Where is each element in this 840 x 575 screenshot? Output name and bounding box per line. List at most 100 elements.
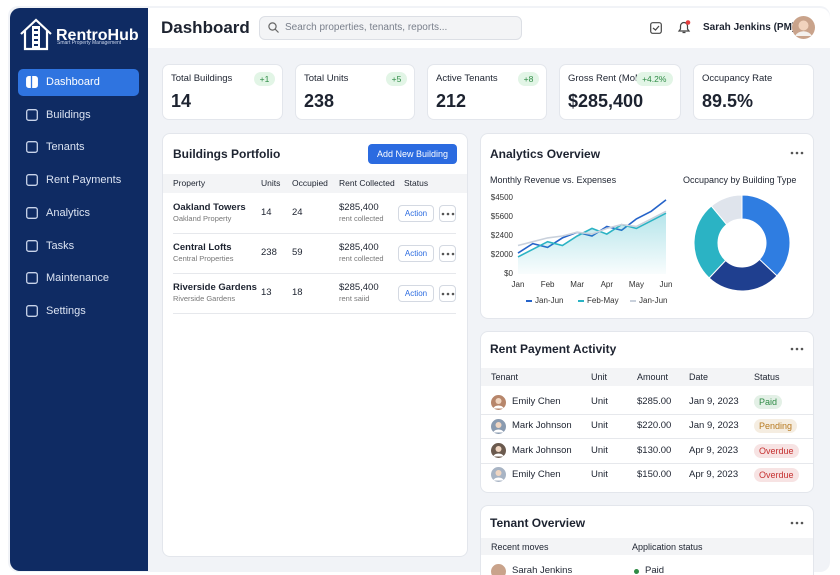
building-sub: Riverside Gardens bbox=[173, 294, 236, 303]
column-header: Status bbox=[754, 372, 780, 382]
more-dot bbox=[795, 521, 799, 525]
tenant-avatar bbox=[491, 563, 506, 575]
table-header bbox=[481, 368, 813, 386]
unit: Unit bbox=[591, 420, 608, 432]
add-building-button[interactable] bbox=[368, 144, 457, 164]
logo-window bbox=[34, 29, 38, 31]
x-tick-label: May bbox=[629, 280, 644, 289]
search-icon bbox=[268, 22, 279, 33]
column-header: Property bbox=[173, 178, 206, 188]
stat-delta: +5 bbox=[391, 74, 402, 84]
action-button[interactable] bbox=[398, 205, 434, 222]
stat-delta: +4.2% bbox=[642, 74, 667, 84]
chart-title: Monthly Revenue vs. Expenses bbox=[490, 175, 617, 185]
series-line bbox=[517, 210, 667, 247]
nav-item[interactable]: Analytics bbox=[46, 206, 91, 219]
tenant-name: Emily Chen bbox=[512, 396, 561, 407]
series-area bbox=[518, 213, 666, 274]
tenant-name: Mark Johnson bbox=[512, 444, 572, 456]
panel-title: Analytics Overview bbox=[490, 147, 601, 161]
status-pill: Overdue bbox=[754, 467, 799, 482]
avatar-body bbox=[493, 429, 504, 433]
bell-icon[interactable] bbox=[677, 20, 691, 34]
building-name: Riverside Gardens bbox=[173, 282, 257, 293]
nav-item[interactable]: Tenants bbox=[46, 141, 85, 154]
nav-item[interactable]: Maintenance bbox=[46, 272, 109, 285]
nav-item[interactable]: Tasks bbox=[46, 239, 75, 252]
occupied: 18 bbox=[292, 287, 303, 298]
action-button[interactable] bbox=[398, 245, 434, 262]
nav-icon bbox=[26, 141, 38, 154]
brand-tagline: Smart Property Management bbox=[57, 40, 122, 46]
avatar-body bbox=[493, 453, 504, 457]
more-dot bbox=[451, 292, 455, 296]
nav-item[interactable]: Buildings bbox=[46, 108, 91, 121]
more-button[interactable] bbox=[790, 150, 804, 156]
page-title: Dashboard bbox=[161, 18, 250, 37]
stat-delta: +8 bbox=[523, 74, 534, 84]
action-label[interactable]: Action bbox=[404, 208, 428, 218]
stat-value: $285,400 bbox=[568, 91, 644, 111]
more-button[interactable] bbox=[790, 346, 804, 352]
rent-note: rent saiid bbox=[339, 294, 370, 303]
row-divider bbox=[173, 273, 456, 274]
more-dot bbox=[790, 151, 794, 155]
more-dot bbox=[441, 252, 445, 256]
search-box[interactable] bbox=[259, 16, 522, 40]
y-tick-label: $4500 bbox=[491, 193, 514, 202]
stat-label: Occupancy Rate bbox=[702, 73, 773, 84]
payments-panel bbox=[480, 331, 814, 493]
units: 14 bbox=[261, 207, 272, 218]
more-dot bbox=[441, 212, 445, 216]
status-dot bbox=[634, 568, 639, 574]
inbox-icon[interactable] bbox=[650, 22, 662, 34]
more-dot bbox=[451, 212, 455, 216]
logo-window bbox=[34, 34, 38, 36]
column-header: Date bbox=[689, 372, 709, 382]
more-button[interactable] bbox=[441, 211, 455, 217]
building-sub: Central Properties bbox=[173, 254, 234, 263]
nav-icon bbox=[26, 304, 38, 317]
more-button[interactable] bbox=[441, 291, 455, 297]
avatar-body bbox=[493, 477, 504, 481]
amount: $130.00 bbox=[637, 444, 672, 456]
action-button[interactable] bbox=[398, 285, 434, 302]
action-label[interactable]: Action bbox=[404, 248, 428, 258]
user-name[interactable]: Sarah Jenkins (PM) bbox=[703, 22, 796, 33]
action-label[interactable]: Action bbox=[404, 288, 428, 298]
column-header: Units bbox=[261, 178, 281, 188]
buildings-panel bbox=[162, 133, 468, 557]
line-chart: $0 $2000 $2400 $5600 $4500 Jan Feb Mar Apr May Jun… bbox=[491, 193, 673, 305]
tenant-name: Mark Johnson bbox=[512, 420, 572, 432]
nav-item[interactable]: Dashboard bbox=[46, 76, 100, 88]
legend-label: Jan-Jun bbox=[639, 296, 667, 305]
tenant-avatar bbox=[491, 394, 506, 410]
column-header: Application status bbox=[632, 542, 703, 552]
nav-item[interactable]: Settings bbox=[46, 304, 86, 317]
more-dot bbox=[800, 151, 804, 155]
panel-title: Rent Payment Activity bbox=[490, 342, 617, 356]
button-label[interactable]: Add New Building bbox=[376, 149, 449, 159]
delta-pill bbox=[518, 72, 539, 86]
nav-active-bg bbox=[18, 69, 139, 96]
more-button[interactable] bbox=[441, 251, 455, 257]
x-tick-label: Jan bbox=[512, 280, 525, 289]
amount: $285.00 bbox=[637, 396, 672, 407]
avatar-head bbox=[495, 421, 502, 428]
nav-item[interactable]: Rent Payments bbox=[46, 174, 122, 187]
stat-card bbox=[162, 64, 283, 120]
status-pill: Pending bbox=[754, 419, 798, 434]
y-tick-label: $2400 bbox=[491, 231, 514, 240]
logo-tower bbox=[32, 26, 40, 49]
stat-value: 89.5% bbox=[702, 91, 754, 111]
nav-icon-shape bbox=[26, 174, 38, 187]
column-header: Status bbox=[404, 178, 429, 188]
stat-label: Gross Rent (MoM) bbox=[568, 73, 647, 84]
rent-note: rent collected bbox=[339, 214, 384, 223]
date: Jan 9, 2023 bbox=[689, 420, 739, 432]
stat-label: Total Units bbox=[304, 73, 349, 84]
avatar-bg bbox=[491, 563, 506, 575]
building-name: Oakland Towers bbox=[173, 202, 246, 213]
more-button[interactable] bbox=[790, 520, 804, 526]
